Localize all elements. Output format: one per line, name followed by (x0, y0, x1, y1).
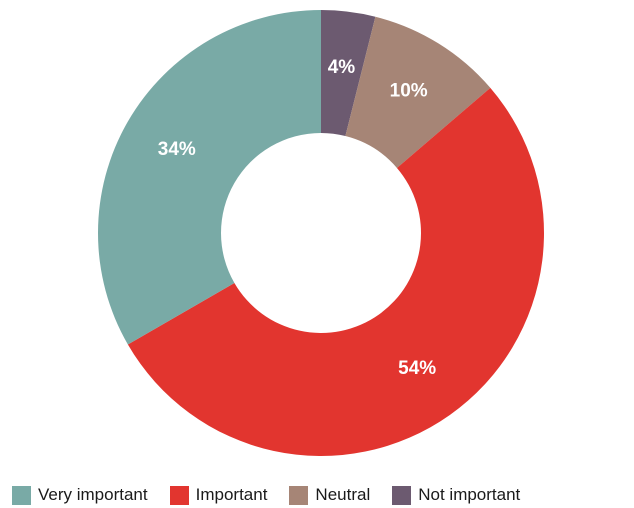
legend-swatch-very-important (12, 485, 31, 505)
slice-very-important (98, 10, 321, 345)
legend-swatch-important (169, 485, 189, 505)
legend-item-very-important: Very important (12, 485, 148, 505)
legend-swatch-not-important (392, 485, 412, 505)
legend-label-not-important: Not important (418, 485, 521, 504)
legend-item-important: Important (169, 485, 268, 505)
chart-slices (98, 10, 544, 456)
legend-label-neutral: Neutral (315, 485, 371, 504)
legend-swatch-neutral (289, 485, 309, 505)
slice-important (127, 87, 544, 456)
legend-label-important: Important (195, 485, 268, 504)
slice-label-very-important: 34% (158, 139, 196, 160)
legend-item-not-important: Not important (392, 485, 520, 505)
chart-slice-labels: 4% 10% 54% 34% (158, 57, 437, 379)
slice-label-not-important: 4% (328, 57, 356, 78)
slice-label-important: 54% (398, 358, 436, 379)
slice-label-neutral: 10% (390, 80, 428, 101)
chart-legend: Very important Important Neutral Not import… (0, 482, 634, 508)
slice-neutral (345, 16, 491, 168)
slice-not-important (321, 10, 376, 137)
legend-item-neutral: Neutral (289, 485, 370, 505)
legend-label-very-important: Very important (38, 485, 148, 504)
donut-chart: 4% 10% 54% 34% (98, 10, 544, 456)
